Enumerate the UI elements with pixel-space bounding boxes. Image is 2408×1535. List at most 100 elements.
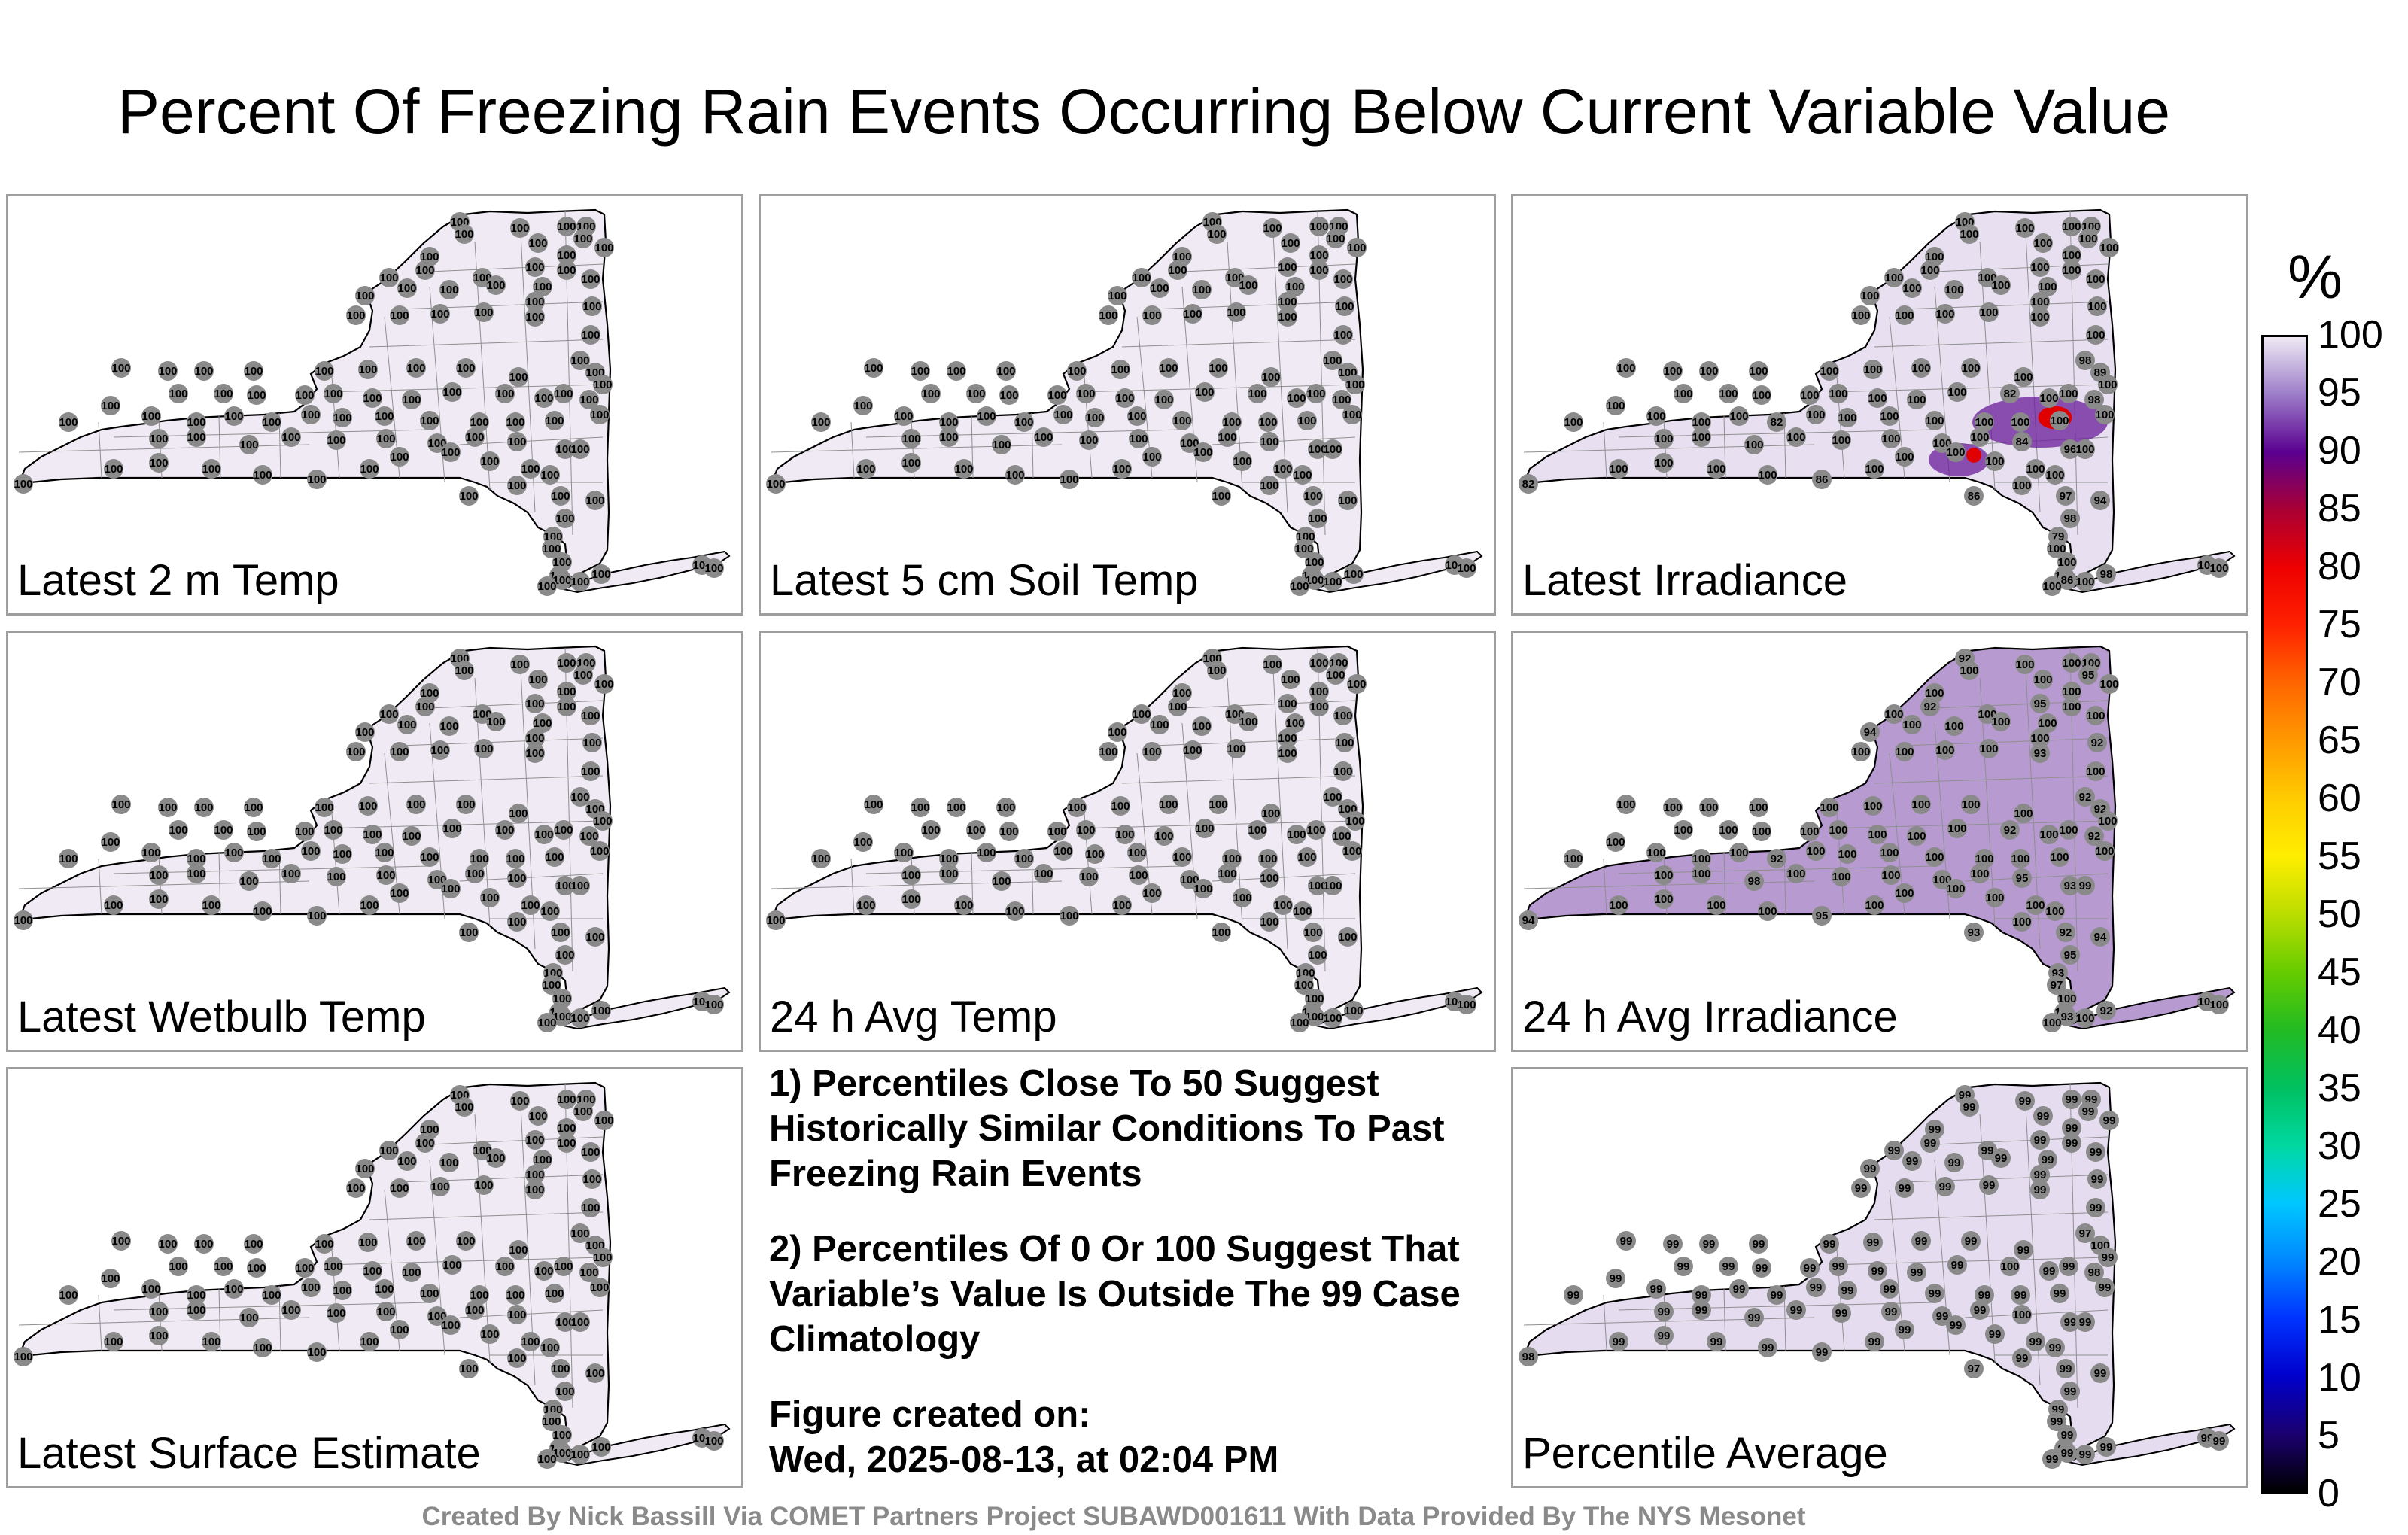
station-value: 100 — [594, 1114, 613, 1127]
station-marker: 100 — [534, 388, 554, 408]
station-value: 100 — [1273, 463, 1292, 476]
station-value: 100 — [2033, 673, 2052, 686]
station-value: 100 — [141, 1283, 160, 1296]
station-dot — [1193, 879, 1213, 898]
station-marker: 100 — [507, 1348, 527, 1368]
figure-created-date: Wed, 2025-08-13, at 02:04 PM — [769, 1439, 1279, 1480]
station-marker: 100 — [379, 1141, 399, 1160]
station-value: 100 — [1014, 853, 1033, 865]
station-value: 100 — [1961, 362, 1980, 375]
station-dot — [1333, 761, 1353, 781]
station-dot — [149, 1326, 169, 1345]
station-value: 100 — [1880, 847, 1899, 859]
station-dot — [1758, 1338, 1777, 1357]
station-dot — [2056, 923, 2075, 942]
station-marker: 100 — [2045, 465, 2065, 485]
station-value: 100 — [253, 469, 272, 482]
station-dot — [585, 491, 605, 510]
station-value: 100 — [415, 264, 434, 277]
station-dot — [534, 388, 554, 408]
station-marker: 100 — [570, 1445, 590, 1464]
station-marker: 100 — [1616, 795, 1636, 814]
station-marker: 100 — [542, 975, 561, 995]
station-marker: 100 — [551, 486, 570, 506]
station-dot — [1159, 358, 1178, 378]
station-marker: 100 — [1067, 361, 1087, 381]
station-marker: 99 — [1692, 1285, 1711, 1305]
station-marker: 100 — [1323, 876, 1342, 895]
station-value: 99 — [1978, 1289, 1991, 1302]
station-dot — [555, 876, 575, 895]
station-value: 100 — [307, 910, 326, 923]
station-dot — [1654, 889, 1674, 909]
station-value: 100 — [581, 329, 600, 342]
station-value: 100 — [301, 409, 320, 421]
station-value: 100 — [542, 543, 561, 555]
station-marker: 82 — [1767, 412, 1786, 432]
station-dot — [1335, 296, 1354, 316]
station-value: 100 — [506, 853, 524, 865]
station-marker: 100 — [1293, 465, 1312, 485]
station-value: 100 — [1692, 853, 1710, 865]
station-dot — [1920, 697, 1940, 716]
station-marker: 99 — [1832, 1303, 1851, 1323]
station-dot — [406, 358, 426, 378]
station-dot — [1192, 716, 1212, 736]
station-marker: 96 — [2060, 439, 2080, 459]
station-value: 100 — [510, 222, 529, 235]
station-dot — [1111, 796, 1130, 816]
station-value: 100 — [1263, 658, 1282, 671]
station-dot — [295, 822, 315, 841]
station-value: 100 — [2059, 388, 2078, 400]
station-dot — [521, 459, 540, 479]
county-line — [1121, 339, 1356, 348]
station-dot — [1865, 1332, 1884, 1351]
station-dot — [2014, 804, 2033, 823]
station-dot — [1306, 384, 1326, 403]
station-value: 100 — [355, 290, 374, 302]
station-marker: 100 — [1263, 655, 1282, 674]
station-value: 100 — [557, 249, 576, 262]
station-dot — [2039, 1261, 2059, 1281]
station-marker: 100 — [579, 1263, 599, 1282]
station-value: 100 — [2026, 463, 2045, 476]
station-marker: 100 — [1344, 1001, 1364, 1020]
station-value: 100 — [1111, 800, 1130, 813]
station-dot — [525, 1165, 545, 1184]
station-value: 100 — [2059, 824, 2078, 837]
station-marker: 100 — [430, 1177, 450, 1196]
station-marker: 100 — [1907, 826, 1926, 846]
station-marker: 100 — [594, 674, 614, 694]
station-dot — [101, 1269, 120, 1288]
station-value: 100 — [966, 824, 985, 837]
station-value: 99 — [2103, 1114, 2116, 1127]
station-dot — [2075, 1445, 2095, 1464]
station-dot — [224, 843, 244, 862]
station-value: 100 — [2038, 281, 2057, 293]
station-value: 100 — [2011, 853, 2029, 865]
station-marker: 100 — [1323, 1008, 1342, 1028]
station-dot — [1752, 385, 1771, 405]
station-marker: 100 — [1111, 360, 1130, 379]
station-dot — [1005, 465, 1025, 485]
station-value: 100 — [1222, 416, 1241, 429]
station-value: 100 — [169, 824, 187, 837]
station-value: 100 — [570, 880, 589, 892]
station-value: 100 — [1829, 824, 1847, 837]
station-marker: 100 — [1674, 384, 1693, 403]
station-dot — [247, 822, 266, 841]
station-dot — [495, 384, 515, 403]
station-marker: 100 — [355, 286, 375, 305]
station-value: 100 — [954, 899, 973, 912]
station-value: 100 — [555, 880, 574, 892]
station-value: 99 — [1823, 1238, 1836, 1251]
station-marker: 99 — [2075, 1312, 2095, 1332]
station-value: 100 — [507, 916, 526, 929]
station-marker: 100 — [2086, 706, 2105, 725]
station-marker: 100 — [281, 427, 301, 447]
station-dot — [1172, 847, 1192, 867]
station-dot — [14, 1347, 33, 1366]
station-dot — [996, 361, 1016, 381]
station-value: 100 — [1932, 437, 1951, 450]
station-value: 100 — [557, 657, 576, 670]
